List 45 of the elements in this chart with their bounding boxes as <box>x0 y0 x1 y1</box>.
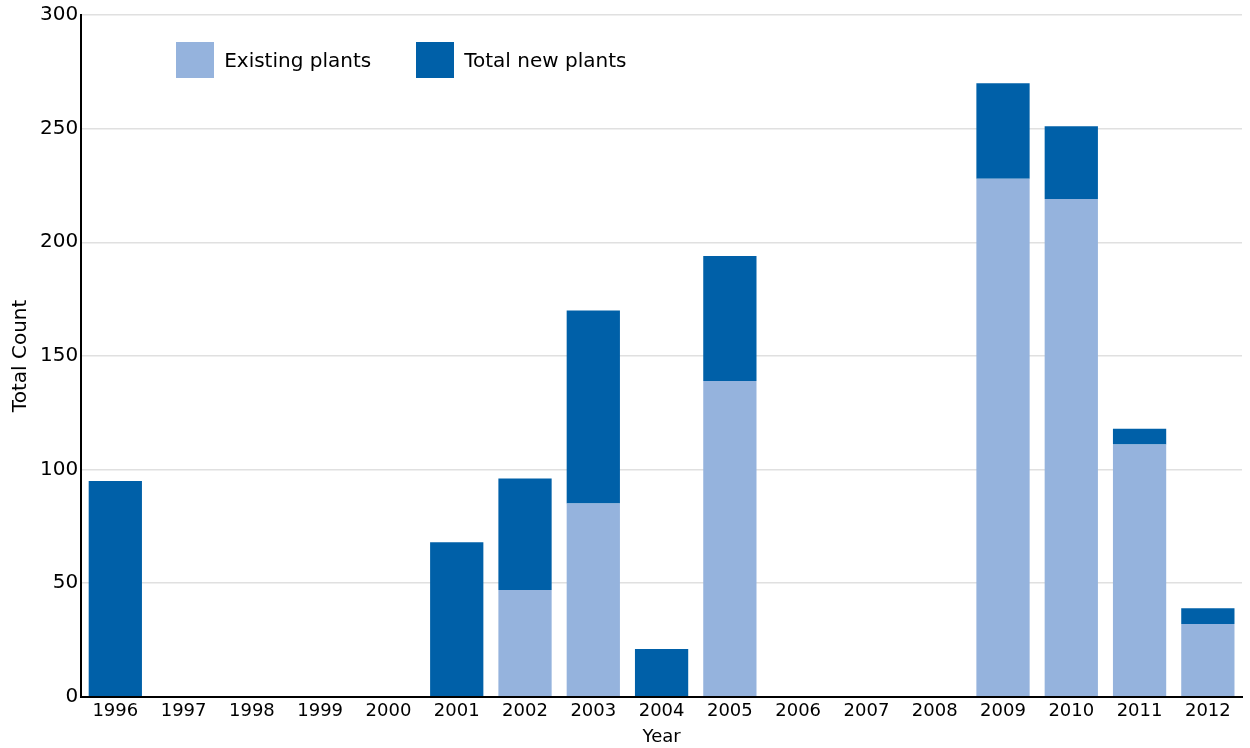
bar <box>1112 428 1167 445</box>
bar <box>976 83 1030 179</box>
x-tick-label: 2007 <box>843 699 890 721</box>
y-tick-label: 200 <box>39 228 79 253</box>
x-tick-label: 1999 <box>297 699 344 721</box>
x-tick-label: 1997 <box>160 699 207 721</box>
bar <box>498 589 552 697</box>
x-tick-label: 2004 <box>638 699 685 721</box>
x-tick-label: 2000 <box>365 699 412 721</box>
x-tick-label: 2001 <box>433 699 480 721</box>
y-tick-label: 100 <box>39 455 79 480</box>
bar <box>634 649 689 697</box>
x-tick-label: 2005 <box>706 699 753 721</box>
legend-label: Existing plants <box>224 48 372 72</box>
x-tick-label: 2003 <box>570 699 617 721</box>
legend-label: Total new plants <box>464 48 627 72</box>
bar <box>430 542 484 697</box>
y-axis-title: Total Count <box>7 299 32 414</box>
bar <box>88 480 142 697</box>
bar <box>498 478 552 590</box>
x-axis-title: Year <box>641 724 682 746</box>
x-tick-label: 1996 <box>92 699 139 721</box>
bar <box>566 310 620 504</box>
y-tick-label: 0 <box>65 683 79 707</box>
bar <box>1044 126 1098 200</box>
bar <box>703 380 757 697</box>
bar <box>1112 444 1167 697</box>
bar <box>976 178 1030 697</box>
x-tick-label: 2008 <box>911 699 958 721</box>
bar <box>703 255 757 381</box>
x-tick-label: 2002 <box>502 699 548 721</box>
bar <box>1181 608 1235 625</box>
x-tick-label: 2011 <box>1116 699 1163 721</box>
bar <box>566 503 620 697</box>
y-tick-label: 300 <box>39 1 79 26</box>
x-tick-label: 1998 <box>228 699 275 721</box>
y-tick-label: 250 <box>39 114 79 139</box>
x-tick-label: 2009 <box>980 699 1026 721</box>
bar <box>1181 624 1235 697</box>
x-tick-label: 2012 <box>1184 699 1231 721</box>
x-tick-label: 2006 <box>775 699 822 721</box>
y-tick-label: 150 <box>39 342 79 367</box>
bar <box>1044 199 1098 697</box>
y-tick-label: 50 <box>52 569 79 594</box>
x-tick-label: 2010 <box>1048 699 1095 721</box>
